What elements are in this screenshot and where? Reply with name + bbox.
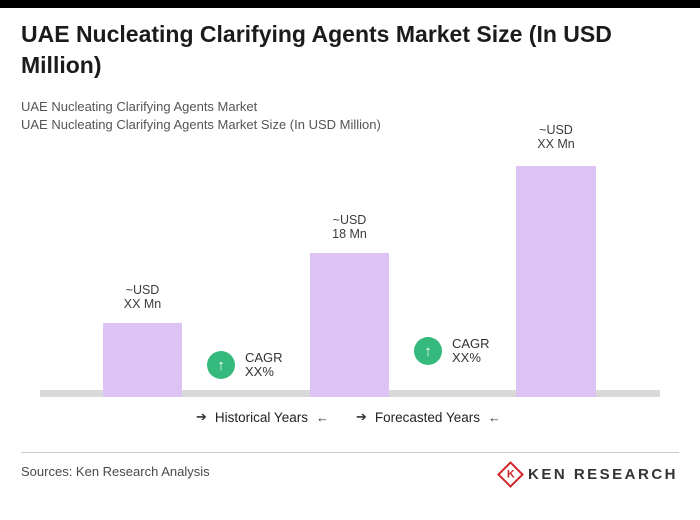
arrow-left-icon: ← [487, 409, 501, 425]
bar-value-line1: ~USD [539, 123, 573, 137]
page-title: UAE Nucleating Clarifying Agents Market … [21, 21, 612, 78]
up-arrow-glyph: ↑ [217, 356, 225, 374]
ken-research-logo: K KEN RESEARCH [497, 460, 678, 488]
axis-group-forecasted: ➔ Forecasted Years ← [356, 409, 501, 425]
axis-group-label: Historical Years [214, 409, 308, 425]
bar-value-line1: ~USD [332, 213, 367, 227]
bar-historical-start [103, 323, 182, 397]
bar-historical-end [310, 253, 389, 397]
axis-group-label: Forecasted Years [374, 409, 480, 425]
arrow-left-icon: ← [315, 409, 329, 425]
bar-value-label: ~USD XX Mn [496, 123, 616, 151]
footer-divider [21, 452, 679, 453]
ken-research-logo-icon: K [497, 460, 524, 488]
cagr-up-arrow-icon: ↑ [414, 337, 442, 365]
cagr-label: CAGR XX% [452, 337, 490, 365]
bar-forecast [516, 166, 596, 397]
subtitle-market-size: UAE Nucleating Clarifying Agents Market … [21, 117, 381, 132]
bar-value-line1: ~USD [125, 283, 160, 297]
logo-wordmark: KEN RESEARCH [527, 465, 678, 483]
up-arrow-glyph: ↑ [424, 342, 432, 360]
bar-value-label: ~USD XX Mn [83, 283, 202, 311]
top-accent-bar [0, 0, 700, 8]
logo-k-glyph: K [506, 467, 515, 480]
bar-value-line2: XX Mn [537, 137, 575, 151]
bar-value-line2: XX Mn [123, 297, 162, 311]
cagr-label: CAGR XX% [245, 351, 283, 379]
bar-value-line2: 18 Mn [332, 227, 367, 241]
subtitle-market: UAE Nucleating Clarifying Agents Market [21, 99, 258, 114]
cagr-word: CAGR [245, 350, 283, 365]
cagr-word: CAGR [452, 336, 490, 351]
cagr-value: XX% [245, 364, 274, 379]
axis-group-historical: ➔ Historical Years ← [196, 409, 329, 425]
sources-text: Sources: Ken Research Analysis [21, 464, 210, 479]
arrow-right-icon: ➔ [196, 409, 207, 424]
cagr-up-arrow-icon: ↑ [207, 351, 235, 379]
bar-value-label: ~USD 18 Mn [290, 213, 409, 241]
arrow-right-icon: ➔ [356, 409, 367, 424]
cagr-value: XX% [452, 350, 481, 365]
